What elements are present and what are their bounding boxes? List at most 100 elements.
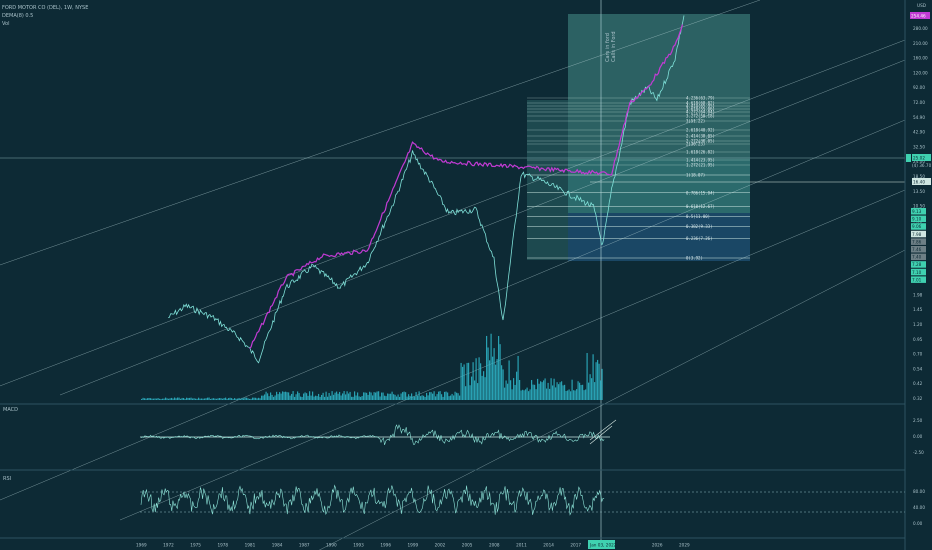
volume-bars <box>141 333 603 400</box>
volume-bar <box>211 398 213 400</box>
volume-bar <box>328 392 330 400</box>
volume-bar <box>250 398 252 400</box>
volume-bar <box>172 398 174 400</box>
volume-bar <box>408 394 410 400</box>
volume-bar <box>196 398 198 400</box>
volume-bar <box>562 385 564 400</box>
macd-pane-label: MACD <box>3 407 18 413</box>
volume-bar <box>262 395 264 400</box>
price-axis-label: 13.50 <box>913 189 925 194</box>
volume-bar <box>471 376 473 400</box>
volume-bar <box>505 380 507 400</box>
volume-bar <box>403 391 405 400</box>
volume-bar <box>207 397 209 400</box>
volume-bar <box>397 394 399 400</box>
indicator-tag <box>911 208 926 215</box>
volume-bar <box>546 388 548 400</box>
indicator-tag <box>911 261 926 268</box>
macd-trend-2 <box>589 425 613 445</box>
volume-bar <box>244 397 246 400</box>
volume-bar <box>555 387 557 400</box>
volume-bar <box>216 398 218 400</box>
volume-bar <box>550 378 552 400</box>
indicator-tag <box>911 238 926 245</box>
rsi-axis-label: 0.00 <box>913 521 923 526</box>
volume-bar <box>229 397 231 400</box>
volume-bar <box>361 395 363 400</box>
volume-bar <box>171 397 173 400</box>
fib-levels: 1(18.07) 0.786(15.04) 0.618(12.67) 0.5(11.0… <box>527 96 750 261</box>
volume-bar <box>160 398 162 400</box>
svg-text:Cars in ford: Cars in ford <box>605 33 611 62</box>
volume-bar <box>450 395 452 400</box>
volume-bar <box>198 397 200 400</box>
volume-bar <box>571 379 573 400</box>
volume-bar <box>273 396 275 400</box>
volume-bar <box>537 378 539 400</box>
indicator-tag <box>911 230 926 238</box>
volume-bar <box>379 396 381 400</box>
fib-ext-label: 2.272(36.05) <box>686 139 715 144</box>
volume-bar <box>510 380 512 400</box>
volume-bar <box>178 397 180 400</box>
volume-bar <box>264 394 266 400</box>
price-axis-label: 1.98 <box>913 292 923 297</box>
volume-bar <box>411 393 413 400</box>
volume-bar <box>465 386 467 400</box>
volume-bar <box>187 397 189 400</box>
volume-bar <box>298 393 300 400</box>
volume-bar <box>549 388 551 400</box>
volume-bar <box>552 385 554 400</box>
volume-bar <box>409 396 411 400</box>
volume-bar <box>339 391 341 400</box>
volume-bar <box>169 398 171 400</box>
price-axis-label: 10.50 <box>913 204 925 209</box>
indicator-tag-stack: 9.13 9.10 9.06 7.98 7.86 7.46 7.40 7.28 7.10 7.01 <box>911 208 926 283</box>
volume-bar <box>559 382 561 400</box>
volume-bar <box>342 393 344 400</box>
indicator-tag-text: 7.86 <box>912 239 922 244</box>
volume-bar <box>276 391 278 400</box>
time-axis-label: 2029 <box>679 543 690 548</box>
volume-bar <box>438 391 440 400</box>
indicator-tag <box>911 253 926 261</box>
time-axis-label: 1969 <box>136 543 147 548</box>
volume-bar <box>456 392 458 400</box>
volume-bar <box>573 390 575 400</box>
time-axis-label: 2002 <box>435 543 446 548</box>
volume-bar <box>585 389 587 400</box>
rsi-axis-label: 40.00 <box>913 505 925 510</box>
volume-bar <box>222 398 224 400</box>
volume-bar <box>220 398 222 400</box>
indicator-tag-text: 9.13 <box>912 209 922 214</box>
indicator-tag-text: 7.01 <box>912 277 922 282</box>
volume-bar <box>240 398 242 400</box>
volume-bar <box>195 398 197 400</box>
volume-bar <box>375 392 377 400</box>
volume-bar <box>472 362 474 400</box>
volume-bar <box>448 396 450 400</box>
volume-bar <box>141 398 143 400</box>
volume-bar <box>378 391 380 400</box>
volume-bar <box>189 397 191 400</box>
volume-bar <box>168 398 170 400</box>
note-annotation: Cars in ford Calls in Ford <box>605 31 617 62</box>
volume-bar <box>319 396 321 400</box>
volume-bar <box>208 397 210 400</box>
macd-axis-label: 0.00 <box>913 434 923 439</box>
time-axis-label: 1984 <box>272 543 283 548</box>
rsi-axis-label: 80.00 <box>913 489 925 494</box>
volume-bar <box>337 393 339 400</box>
volume-bar <box>417 395 419 400</box>
volume-bar <box>270 392 272 400</box>
volume-bar <box>280 393 282 400</box>
volume-bar <box>600 380 602 400</box>
volume-bar <box>529 389 531 400</box>
volume-bar <box>531 380 533 400</box>
indicator-tag <box>911 268 926 276</box>
volume-bar <box>394 394 396 400</box>
volume-bar <box>561 381 563 400</box>
volume-bar <box>249 398 251 400</box>
volume-bar <box>588 382 590 400</box>
